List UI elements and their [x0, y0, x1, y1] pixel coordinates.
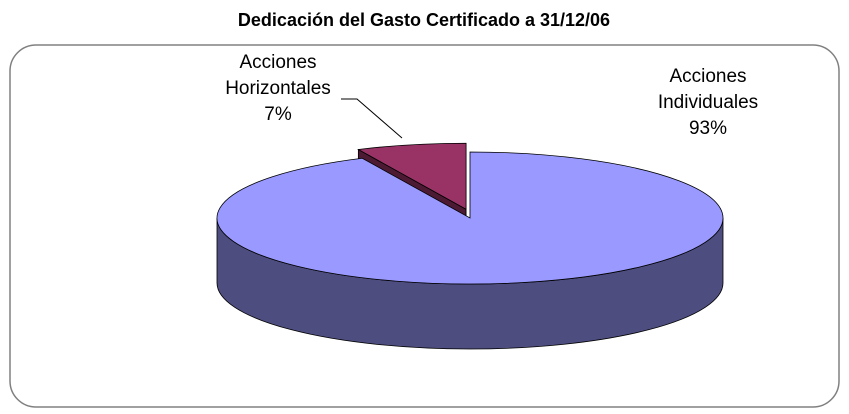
slice	[216, 151, 724, 285]
pie	[216, 142, 724, 350]
chart-title: Dedicación del Gasto Certificado a 31/12…	[238, 10, 610, 30]
slice-value-label: 7%	[264, 104, 292, 125]
slice-value-label: 93%	[688, 118, 728, 139]
leader-line	[341, 98, 403, 139]
slice-label: Acciones Horizontales	[225, 52, 331, 99]
slice	[357, 142, 467, 210]
slice-label: Acciones Individuales	[657, 66, 759, 113]
